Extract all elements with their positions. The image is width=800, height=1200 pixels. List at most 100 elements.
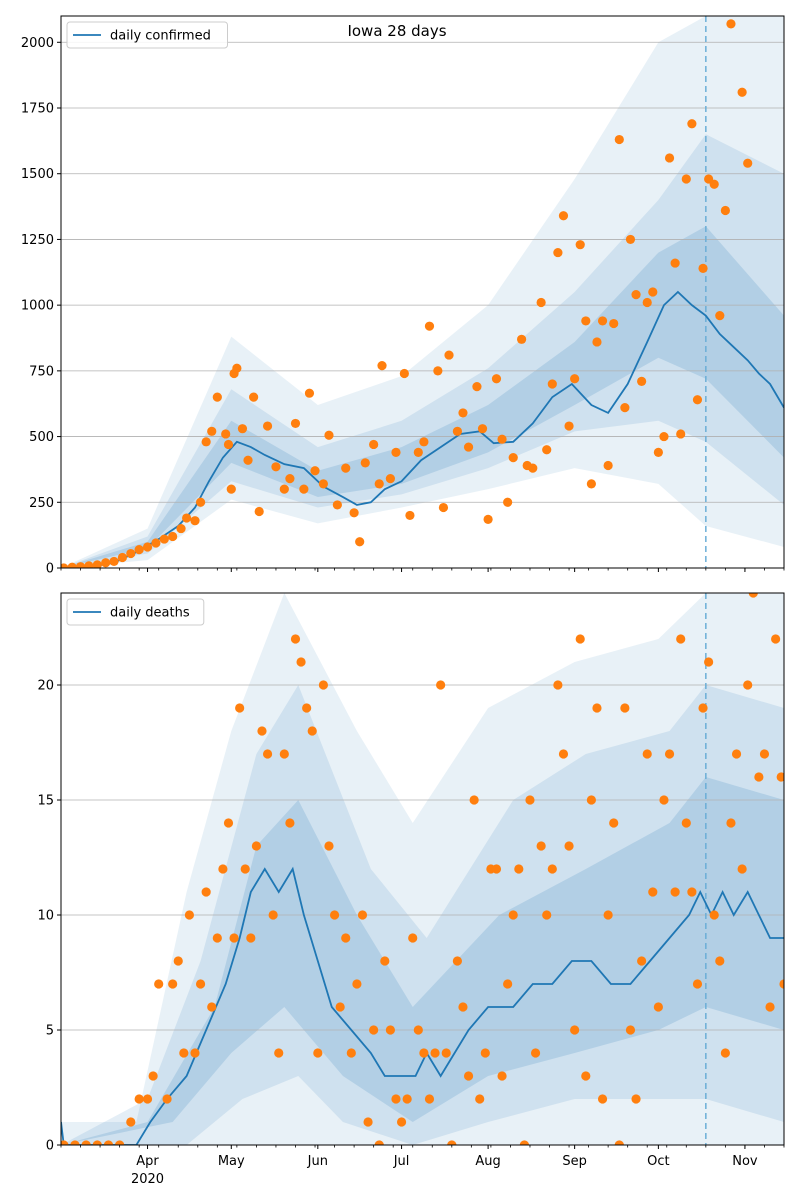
data-point [642, 749, 652, 759]
data-point [558, 749, 569, 759]
y-tick-label: 2000 [21, 36, 54, 51]
data-point [363, 1117, 373, 1127]
data-point [726, 818, 736, 828]
data-point [444, 350, 454, 360]
data-point [670, 887, 680, 897]
data-point [81, 1140, 91, 1145]
data-point [274, 1048, 284, 1058]
data-point [480, 1048, 490, 1058]
data-point [726, 19, 736, 29]
data-point [117, 552, 128, 563]
data-point [709, 179, 719, 189]
data-point [687, 887, 697, 897]
data-point [447, 1140, 457, 1145]
data-point [212, 392, 222, 402]
data-point [168, 531, 178, 542]
data-point [452, 426, 462, 436]
data-point [162, 1094, 172, 1104]
uncertainty-band-inner [61, 226, 784, 568]
data-point [190, 1048, 200, 1058]
data-point [570, 374, 580, 384]
data-point [553, 680, 563, 690]
axes-frame [60, 592, 785, 1146]
data-point [681, 174, 691, 184]
data-point [536, 297, 546, 308]
data-point [235, 703, 245, 713]
data-point [631, 1094, 641, 1104]
data-point [262, 421, 273, 431]
data-point [324, 430, 334, 440]
data-point [357, 910, 368, 920]
data-point [399, 368, 409, 379]
data-point [463, 1071, 474, 1081]
data-point [530, 1048, 541, 1058]
data-point [249, 392, 259, 402]
data-point [704, 657, 714, 667]
data-point [503, 497, 513, 507]
data-point [676, 634, 686, 644]
data-point [771, 634, 781, 644]
data-point [528, 463, 538, 473]
data-point [508, 910, 518, 920]
legend-label: daily confirmed [110, 29, 211, 44]
series-line-daily-deaths [61, 866, 784, 1145]
x-tick-label: Jul [393, 1154, 410, 1169]
data-point [419, 1048, 429, 1058]
data-point [586, 479, 596, 489]
data-point [436, 680, 446, 690]
data-point [332, 500, 342, 510]
data-point [212, 933, 222, 943]
data-point [385, 474, 395, 484]
data-point [182, 513, 192, 523]
data-point [542, 910, 552, 920]
data-point [246, 933, 256, 943]
data-point [536, 841, 546, 851]
data-point [692, 979, 703, 989]
data-point [304, 388, 315, 398]
data-point [570, 1025, 580, 1035]
data-point [355, 537, 365, 547]
data-point [698, 703, 708, 713]
data-point [240, 864, 250, 874]
data-point [491, 864, 502, 874]
data-point [720, 1048, 730, 1058]
y-tick-label: 1000 [21, 299, 54, 314]
data-point [329, 910, 340, 920]
data-point [201, 437, 211, 447]
data-point [179, 1048, 189, 1058]
y-tick-label: 0 [46, 562, 54, 577]
data-point [268, 910, 278, 920]
plot-area [61, 593, 784, 1145]
data-point [743, 158, 753, 168]
data-point [709, 910, 719, 920]
data-point [564, 841, 574, 851]
data-point [508, 453, 518, 463]
data-point [419, 437, 429, 447]
data-point [318, 479, 329, 489]
data-point [743, 680, 753, 690]
data-point [405, 510, 415, 521]
data-point [229, 933, 239, 943]
data-point [458, 1002, 468, 1012]
data-point [126, 548, 136, 559]
data-point [676, 429, 686, 439]
data-point [226, 484, 236, 494]
data-point [223, 818, 234, 828]
data-point [463, 442, 474, 452]
data-point [664, 749, 675, 759]
data-point [251, 841, 262, 851]
y-tick-label: 1750 [21, 102, 54, 117]
data-point [173, 956, 183, 966]
data-point [413, 447, 423, 457]
data-point [586, 795, 596, 805]
data-point [424, 321, 435, 331]
data-point [597, 1094, 608, 1104]
data-point [296, 657, 306, 667]
data-point [374, 1140, 384, 1145]
axes-frame [60, 15, 785, 569]
data-point [754, 772, 764, 782]
data-point [257, 726, 267, 736]
data-point [441, 1048, 451, 1058]
data-point [575, 634, 585, 644]
